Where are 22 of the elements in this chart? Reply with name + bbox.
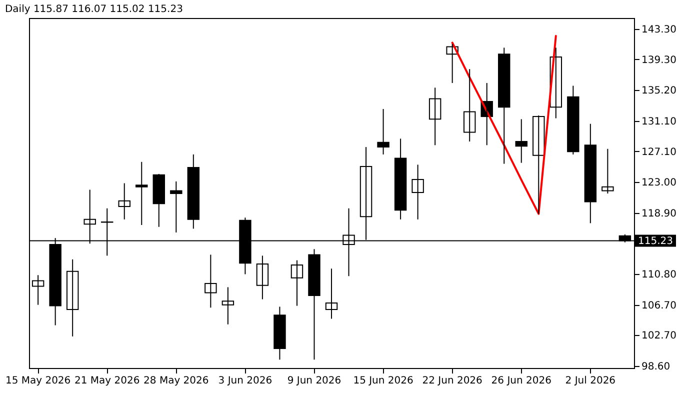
y-tick-label: 131.10 <box>642 116 676 128</box>
y-tick-label: 106.70 <box>642 300 676 312</box>
y-tick-label: 127.10 <box>642 146 676 158</box>
x-tick-label: 26 Jun 2026 <box>491 376 552 386</box>
x-tick-label: 2 Jul 2026 <box>565 376 616 386</box>
x-tick-label: 3 Jun 2026 <box>218 376 272 386</box>
ref-line-label: 115.23 <box>638 236 673 247</box>
y-tick-label: 118.90 <box>642 208 676 220</box>
y-tick-label: 135.20 <box>642 86 676 97</box>
x-tick-label: 9 Jun 2026 <box>287 376 342 386</box>
y-tick-label: 143.30 <box>642 24 676 36</box>
y-tick-label: 139.30 <box>642 54 676 66</box>
y-tick-label: 98.60 <box>642 362 670 373</box>
x-tick-label: 28 May 2026 <box>144 376 209 386</box>
y-tick-label: 110.80 <box>642 270 676 281</box>
y-tick-label: 102.70 <box>642 330 676 342</box>
y-tick-label: 123.00 <box>642 178 676 189</box>
x-tick-label: 15 Jun 2026 <box>353 376 414 386</box>
chart-title: Daily 115.87 116.07 115.02 115.23 <box>4 4 183 15</box>
x-tick-label: 21 May 2026 <box>74 376 140 386</box>
x-tick-label: 15 May 2026 <box>5 376 71 386</box>
x-tick-label: 22 Jun 2026 <box>422 376 482 386</box>
